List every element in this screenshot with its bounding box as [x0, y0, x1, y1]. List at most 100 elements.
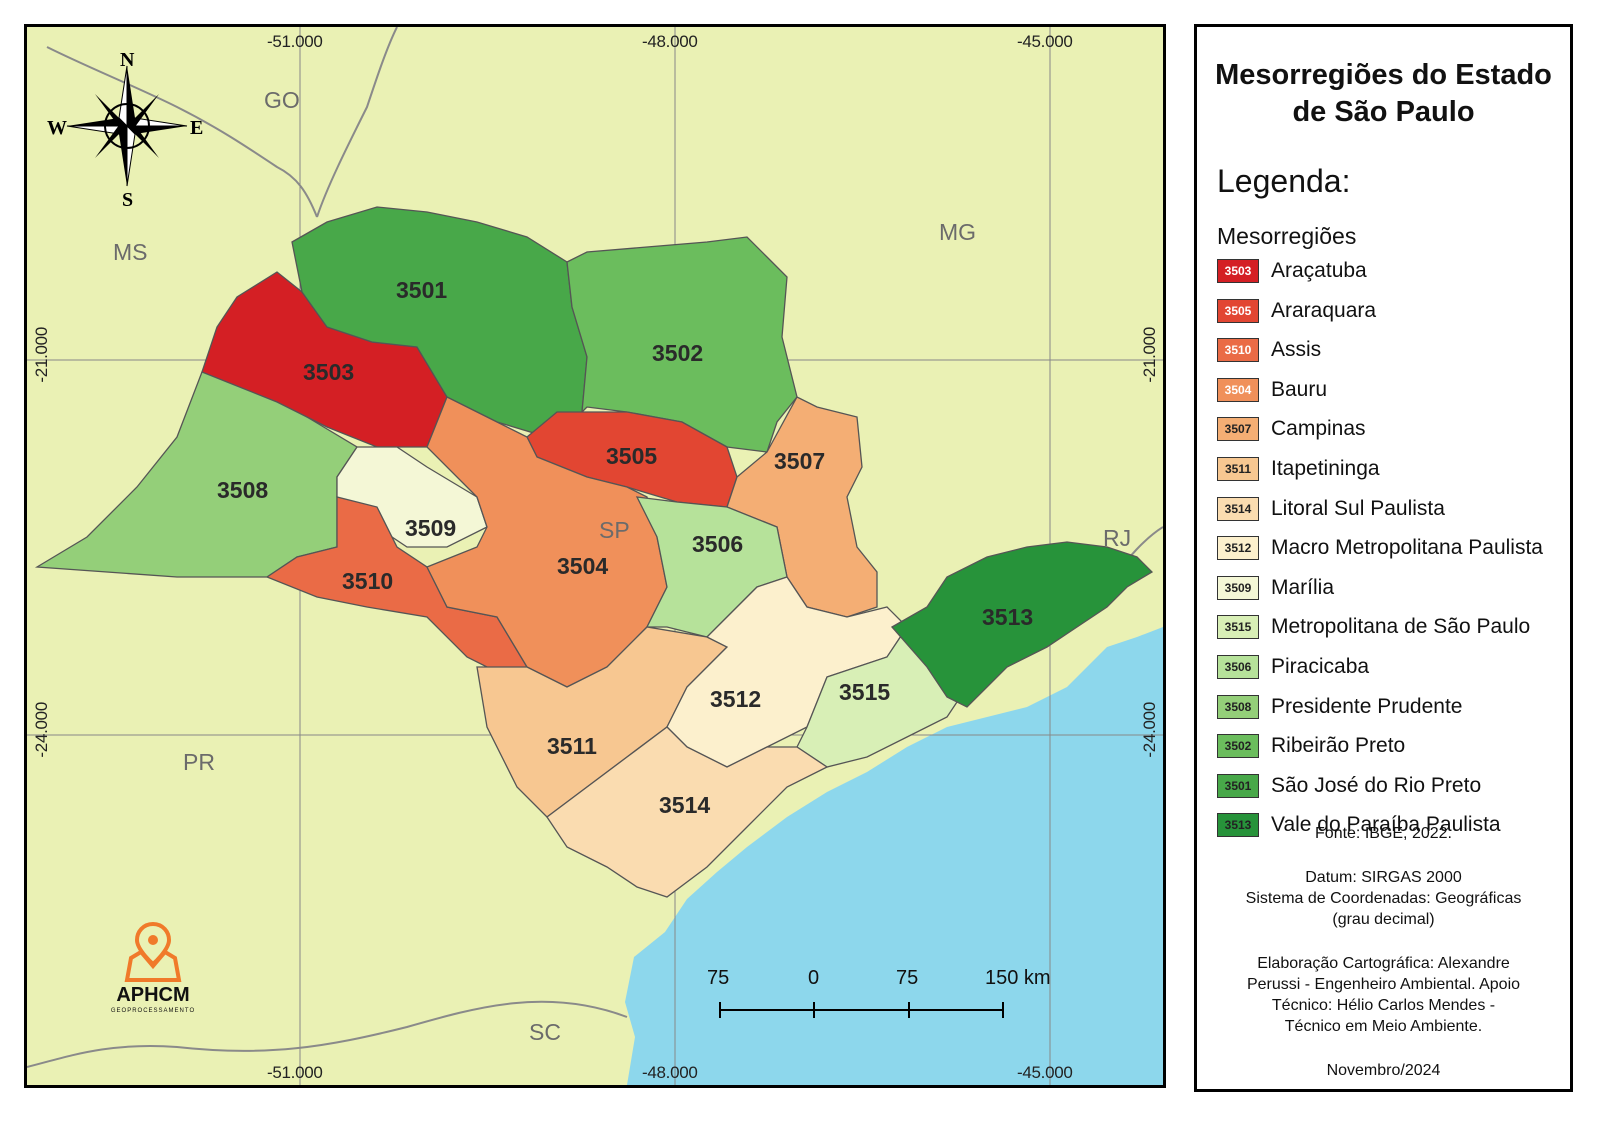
ocean: [625, 627, 1163, 1085]
region-code-3504: 3504: [557, 553, 609, 579]
legend-swatch: 3502: [1217, 734, 1259, 759]
region-code-3515: 3515: [839, 679, 891, 705]
legend-label: Vale do Paraíba Paulista: [1271, 813, 1501, 837]
legend-swatch: 3506: [1217, 655, 1259, 679]
coord-right-2: -24.000: [1140, 702, 1159, 758]
scale-label-150km: 150 km: [985, 967, 1051, 989]
coord-right-1: -21.000: [1140, 327, 1159, 383]
legend-swatch: 3505: [1217, 298, 1259, 323]
date-text: Novembro/2024: [1326, 1062, 1441, 1079]
legend-label: Metropolitana de São Paulo: [1271, 615, 1531, 639]
legend-item: 3509 Marília: [1217, 573, 1334, 603]
legend-label: Campinas: [1271, 417, 1366, 441]
legend-item: 3514 Litoral Sul Paulista: [1217, 494, 1445, 524]
credit-line-1: Elaboração Cartográfica: Alexandre: [1257, 955, 1510, 972]
legend-item: 3503 Araçatuba: [1217, 256, 1367, 286]
region-code-3510: 3510: [342, 568, 394, 594]
legend-item: 3504 Bauru: [1217, 375, 1327, 405]
coord-top-1: -51.000: [267, 32, 323, 51]
region-code-3512: 3512: [710, 686, 762, 712]
region-code-3503: 3503: [303, 359, 355, 385]
legend-label: Litoral Sul Paulista: [1271, 496, 1445, 520]
legend-item: 3513 Vale do Paraíba Paulista: [1217, 810, 1501, 840]
coord-bottom-3: -45.000: [1017, 1063, 1073, 1082]
coord-left-2: -24.000: [32, 702, 51, 758]
region-code-3507: 3507: [774, 448, 826, 474]
coord-bottom-1: -51.000: [267, 1063, 323, 1082]
coord-top-3: -45.000: [1017, 32, 1073, 51]
source-text: Fonte: IBGE, 2022.: [1315, 825, 1452, 842]
region-3508: [34, 356, 358, 578]
regions: [34, 206, 1154, 898]
legend-swatch: 3504: [1217, 377, 1259, 402]
legend-item: 3512 Macro Metropolitana Paulista: [1217, 533, 1543, 563]
state-label-rj: RJ: [1103, 525, 1132, 551]
logo: APHCM GEOPROCESSAMENTO: [105, 921, 201, 1014]
compass-south: S: [122, 189, 134, 211]
legend-swatch: 3513: [1217, 813, 1259, 838]
legend-swatch: 3514: [1217, 496, 1259, 521]
region-code-3513: 3513: [982, 604, 1034, 630]
map-frame[interactable]: -51.000 -48.000 -45.000 -51.000 -48.000 …: [24, 24, 1166, 1088]
state-label-sc: SC: [529, 1019, 561, 1045]
state-label-pr: PR: [183, 749, 215, 775]
credit-line-4: Técnico em Meio Ambiente.: [1284, 1018, 1483, 1035]
legend-item: 3502 Ribeirão Preto: [1217, 731, 1405, 761]
coord-bottom-2: -48.000: [642, 1063, 698, 1082]
map-canvas: [27, 27, 1163, 1085]
legend-swatch: 3509: [1217, 575, 1259, 600]
legend-item: 3510 Assis: [1217, 335, 1321, 365]
crs-unit-text: (grau decimal): [1332, 911, 1435, 928]
coord-left-1: -21.000: [32, 327, 51, 383]
state-border: [316, 27, 398, 218]
legend-label: São José do Rio Preto: [1271, 773, 1482, 797]
compass-north: N: [120, 49, 135, 71]
legend-item: 3501 São José do Rio Preto: [1217, 771, 1481, 801]
credit-line-2: Perussi - Engenheiro Ambiental. Apoio: [1246, 976, 1521, 993]
region-code-3509: 3509: [405, 515, 457, 541]
legend-label: Assis: [1271, 338, 1322, 362]
legend-swatch: 3515: [1217, 615, 1259, 640]
datum-text: Datum: SIRGAS 2000: [1305, 869, 1462, 886]
state-label-go: GO: [264, 87, 300, 113]
legend-label: Bauru: [1271, 377, 1328, 401]
legend-item: 3505 Araraquara: [1217, 296, 1376, 326]
legend-swatch: 3512: [1217, 536, 1259, 561]
scale-label-0: 0: [808, 967, 820, 989]
legend-swatch: 3510: [1217, 338, 1259, 363]
legend-swatch: 3501: [1217, 773, 1259, 798]
compass-east: E: [190, 117, 204, 139]
logo-subtitle: GEOPROCESSAMENTO: [110, 1008, 196, 1014]
region-code-3511: 3511: [547, 733, 597, 759]
region-code-3514: 3514: [659, 792, 711, 818]
legend-item: 3508 Presidente Prudente: [1217, 692, 1462, 722]
legend-label: Itapetininga: [1271, 457, 1380, 480]
legend-item: 3515 Metropolitana de São Paulo: [1217, 612, 1530, 642]
legend-label: Marília: [1271, 575, 1335, 599]
legend-swatch: 3511: [1217, 457, 1259, 481]
compass-rose: [66, 65, 188, 187]
region-code-3505: 3505: [606, 443, 658, 469]
legend-item: 3506 Piracicaba: [1217, 652, 1369, 682]
compass-west: W: [47, 117, 67, 139]
legend-item: 3507 Campinas: [1217, 414, 1366, 444]
crs-text: Sistema de Coordenadas: Geográficas: [1245, 890, 1522, 907]
legend-subheading: Mesorregiões: [1217, 223, 1357, 249]
state-border: [46, 46, 318, 218]
state-label-sp: SP: [599, 517, 630, 543]
map-title: Mesorregiões do Estado de São Paulo: [1215, 59, 1552, 128]
legend-label: Presidente Prudente: [1271, 694, 1463, 718]
credit-line-3: Técnico: Hélio Carlos Mendes -: [1271, 997, 1496, 1014]
legend-heading: Legenda:: [1217, 163, 1351, 199]
scale-label-75: 75: [896, 967, 919, 989]
region-3514: [546, 726, 829, 898]
legend-swatch: 3503: [1217, 259, 1259, 283]
legend-swatch: 3508: [1217, 694, 1259, 719]
legend-label: Ribeirão Preto: [1271, 734, 1406, 758]
coord-top-2: -48.000: [642, 32, 698, 51]
legend-label: Piracicaba: [1271, 655, 1370, 678]
state-label-mg: MG: [939, 219, 977, 245]
scale-bar: [719, 1002, 1004, 1018]
region-code-3506: 3506: [692, 531, 744, 557]
scale-label-75-left: 75: [707, 967, 730, 989]
